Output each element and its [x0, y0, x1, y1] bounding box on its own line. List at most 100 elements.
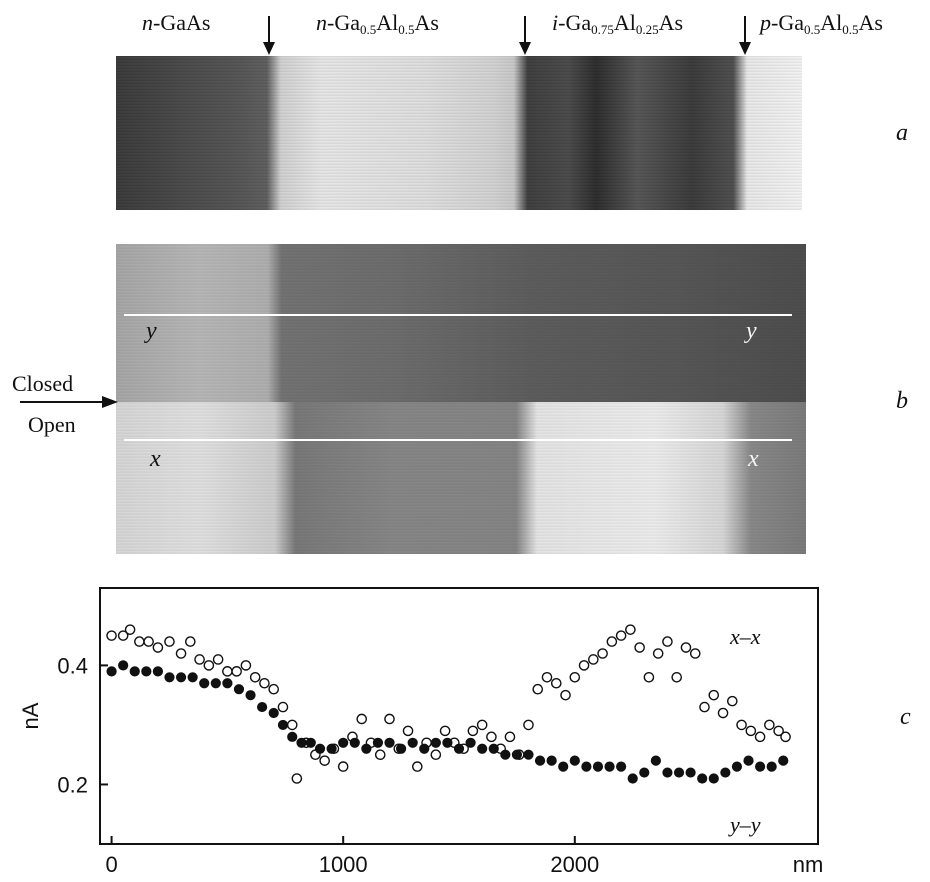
x-x-point	[689, 648, 701, 659]
x-x-point	[708, 689, 720, 701]
panel-b-line-x	[124, 439, 792, 441]
x-x-point	[439, 725, 451, 737]
panel-b-image	[116, 244, 806, 554]
x-x-point	[143, 636, 154, 647]
x-x-point	[541, 672, 553, 683]
closed-label: Closed	[12, 371, 74, 396]
layer-label-p-gaalas: p-Ga0.5Al0.5As	[760, 10, 883, 37]
y-y-point	[662, 767, 673, 778]
x-x-point	[625, 624, 636, 635]
y-y-point	[511, 749, 523, 760]
x-x-point	[754, 731, 766, 743]
x-x-point	[680, 642, 692, 653]
y-y-point	[372, 737, 384, 748]
x-x-point	[560, 689, 571, 701]
y-y-point	[685, 767, 696, 778]
y-y-point	[581, 761, 592, 772]
y-y-point	[268, 707, 279, 719]
x-x-point	[374, 749, 386, 760]
x-x-point	[764, 719, 775, 731]
layer-label-n-gaas: n-GaAs	[142, 10, 211, 35]
x-x-point	[652, 648, 664, 659]
panel-b-open-region	[116, 402, 806, 554]
y-y-point	[141, 666, 152, 677]
y-y-point	[361, 743, 372, 754]
interface-arrow-3-icon	[739, 16, 751, 55]
x-x-point	[277, 701, 289, 713]
y-axis-label: nA	[18, 702, 43, 729]
y-y-point	[419, 743, 430, 754]
panel-b-line-y	[124, 314, 792, 316]
x-x-point	[532, 683, 544, 695]
panel-label-b: b	[896, 388, 908, 414]
y-y-point	[233, 684, 245, 695]
x-x-point	[286, 719, 298, 731]
x-x-point	[240, 660, 252, 671]
x-x-point	[384, 713, 395, 725]
x-x-point	[337, 761, 349, 772]
y-y-point	[222, 678, 233, 689]
x-x-point	[578, 660, 590, 671]
y-y-point	[106, 666, 117, 677]
y-tick-label: 0.4	[57, 653, 88, 678]
x-x-point	[736, 719, 747, 731]
layer-label-i-gaalas: i-Ga0.75Al0.25As	[552, 10, 684, 37]
y-y-point	[546, 755, 557, 766]
y-y-point	[488, 743, 499, 754]
x-unit-label: nm	[793, 852, 824, 877]
panel-label-a: a	[896, 120, 908, 146]
x-x-point	[319, 755, 330, 766]
y-y-point	[534, 755, 546, 766]
x-x-point	[662, 636, 673, 647]
plot-frame	[99, 587, 819, 845]
y-y-point	[558, 761, 569, 772]
y-y-point	[592, 761, 604, 772]
series-label-x-x: x–x	[729, 624, 761, 649]
x-tick-label: 2000	[550, 852, 599, 877]
y-y-point	[277, 719, 289, 731]
y-y-point	[708, 773, 719, 784]
x-x-point	[231, 666, 242, 677]
x-x-point	[117, 630, 129, 641]
x-x-point	[249, 672, 261, 683]
x-x-point	[606, 636, 618, 647]
x-x-point	[773, 725, 784, 737]
y-y-point	[778, 755, 789, 766]
y-y-point	[673, 767, 685, 778]
x-x-point	[164, 636, 175, 647]
y-y-point	[164, 672, 175, 683]
closed-open-pointer-icon	[20, 396, 118, 408]
x-x-point	[634, 642, 645, 653]
x-x-point	[467, 725, 479, 737]
y-tick-label: 0.2	[57, 772, 88, 797]
y-y-point	[338, 737, 349, 748]
y-y-point	[731, 761, 743, 772]
x-x-point	[185, 636, 196, 647]
x-x-point	[588, 654, 599, 665]
y-y-point	[287, 731, 298, 742]
y-y-point	[627, 773, 638, 784]
interface-arrow-2-icon	[519, 16, 531, 55]
y-y-point	[118, 660, 129, 671]
y-y-point	[766, 761, 777, 772]
x-x-point	[745, 725, 757, 737]
x-x-point	[291, 773, 303, 784]
line-y-label-left: y	[146, 318, 157, 344]
x-x-point	[671, 672, 683, 683]
x-x-point	[203, 660, 215, 671]
x-x-point	[717, 707, 729, 719]
y-y-point	[349, 737, 360, 748]
panel-a-image	[116, 56, 802, 210]
y-y-point	[616, 761, 627, 772]
y-y-point	[569, 755, 580, 766]
y-y-point	[305, 737, 316, 748]
x-x-point	[268, 683, 280, 695]
x-tick-label: 0	[105, 852, 117, 877]
x-x-point	[780, 731, 791, 743]
x-x-point	[597, 648, 608, 659]
y-y-point	[720, 767, 731, 778]
x-x-point	[569, 672, 581, 683]
y-y-point	[326, 743, 337, 754]
x-x-point	[152, 642, 164, 653]
